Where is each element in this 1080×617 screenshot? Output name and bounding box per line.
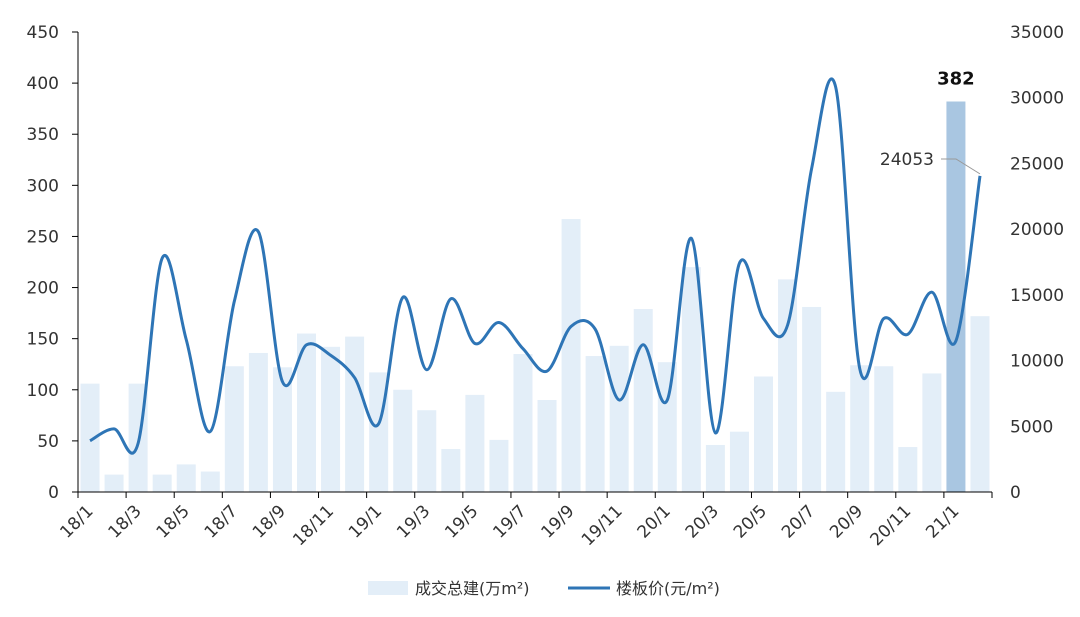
x-tick-label: 20/1 (634, 501, 675, 542)
bar-18/9 (272, 367, 292, 492)
x-tick-label: 19/3 (393, 501, 434, 542)
line-value-leader (941, 158, 981, 175)
bar-18/11 (321, 346, 341, 492)
x-tick-label: 18/5 (153, 501, 194, 542)
x-tick-label: 20/7 (778, 501, 819, 542)
right-tick-label: 5000 (1010, 417, 1053, 437)
legend-label-bar: 成交总建(万m²) (415, 579, 530, 598)
bar-19/4 (441, 449, 461, 492)
right-tick-label: 0 (1010, 483, 1021, 503)
x-tick-label: 20/9 (826, 501, 867, 542)
right-tick-label: 10000 (1010, 352, 1064, 372)
x-tick-label: 19/1 (345, 501, 386, 542)
x-tick-label: 20/3 (682, 501, 723, 542)
left-tick-label: 100 (27, 381, 59, 401)
bar-19/6 (489, 439, 509, 492)
bar-18/7 (224, 366, 244, 492)
left-tick-label: 150 (27, 330, 59, 350)
bar-18/4 (152, 474, 172, 492)
legend: 成交总建(万m²) 楼板价(元/m²) (368, 579, 720, 598)
bar-20/2 (681, 267, 701, 492)
legend-swatch-bar (368, 581, 408, 595)
x-tick-label: 18/3 (105, 501, 146, 542)
x-tick-label: 21/1 (922, 501, 963, 542)
left-tick-label: 400 (27, 74, 59, 94)
bar-21/2 (970, 316, 990, 492)
right-tick-label: 35000 (1010, 23, 1064, 43)
x-tick-label: 20/11 (867, 501, 916, 550)
x-tick-label: 18/1 (56, 501, 97, 542)
bar-20/3 (705, 444, 725, 492)
bar-18/12 (345, 336, 365, 492)
bar-20/12 (922, 373, 942, 492)
bar-20/10 (874, 366, 894, 492)
right-tick-label: 30000 (1010, 89, 1064, 109)
x-tick-label: 19/9 (537, 501, 578, 542)
bar-18/1 (80, 383, 100, 492)
legend-label-line: 楼板价(元/m²) (616, 579, 720, 598)
x-tick-label: 19/11 (578, 501, 627, 550)
bar-19/8 (537, 400, 557, 492)
bar-20/4 (729, 431, 749, 492)
right-tick-label: 15000 (1010, 286, 1064, 306)
right-tick-label: 25000 (1010, 154, 1064, 174)
x-tick-label: 20/5 (730, 501, 771, 542)
bar-value-label: 382 (937, 69, 975, 90)
x-tick-label: 18/7 (201, 501, 242, 542)
bar-18/5 (176, 464, 196, 492)
bar-19/2 (393, 389, 413, 492)
annotations: 382 24053 (880, 69, 981, 175)
bar-20/9 (850, 365, 870, 492)
left-tick-label: 200 (27, 279, 59, 299)
bar-20/6 (778, 279, 798, 492)
bar-19/11 (609, 345, 629, 492)
bar-18/2 (104, 474, 124, 492)
bar-20/1 (657, 362, 677, 492)
bar-18/8 (248, 352, 268, 492)
left-tick-label: 250 (27, 227, 59, 247)
bar-19/3 (417, 410, 437, 492)
right-tick-label: 20000 (1010, 220, 1064, 240)
left-tick-label: 50 (37, 432, 59, 452)
bar-18/10 (297, 333, 316, 492)
bar-20/7 (802, 306, 822, 492)
bar-19/7 (513, 354, 533, 492)
left-tick-label: 450 (27, 23, 59, 43)
price-line (89, 77, 982, 455)
bar-20/8 (826, 391, 846, 492)
left-tick-label: 350 (27, 125, 59, 145)
bar-19/5 (465, 394, 485, 492)
x-tick-label: 18/9 (249, 501, 290, 542)
x-tick-label: 18/11 (289, 501, 338, 550)
bar-19/10 (585, 356, 605, 492)
bar-18/6 (200, 471, 220, 492)
bar-20/5 (754, 376, 773, 492)
line-value-label: 24053 (880, 150, 934, 170)
bar-20/11 (898, 447, 918, 492)
bar-21/1 (946, 101, 966, 492)
bar-19/9 (561, 219, 581, 493)
left-tick-label: 300 (27, 176, 59, 196)
x-tick-label: 19/5 (441, 501, 482, 542)
left-tick-label: 0 (48, 483, 59, 503)
x-tick-label: 19/7 (489, 501, 530, 542)
line-series (89, 77, 982, 455)
bar-19/12 (633, 309, 653, 492)
